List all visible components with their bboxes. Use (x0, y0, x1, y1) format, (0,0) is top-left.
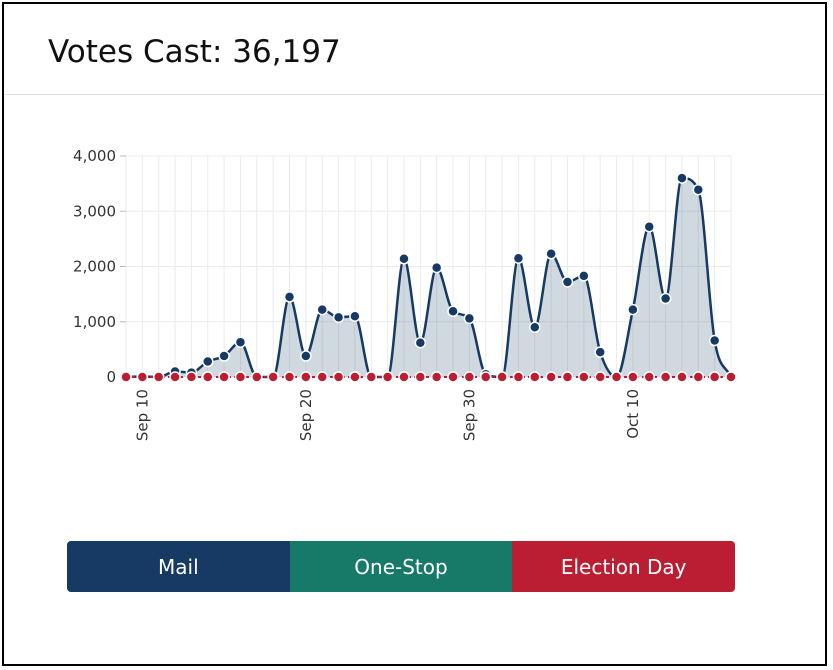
votes-chart: 0 1,000 2,000 3,000 4,000 Sep 10 Sep 20 Sep 30… (73, 147, 737, 441)
election-day-point (659, 371, 672, 383)
x-tick-label: Sep 20 (297, 389, 315, 441)
election-day-point (169, 371, 181, 383)
y-tick-label: 2,000 (73, 258, 116, 276)
mail-point (447, 305, 459, 318)
election-day-point (365, 371, 378, 383)
election-day-point (234, 371, 247, 383)
election-day-point (594, 371, 606, 383)
mail-point (529, 321, 541, 334)
election-day-point (463, 371, 476, 383)
mail-point (545, 248, 557, 260)
election-day-point (545, 371, 557, 383)
election-day-point (496, 371, 508, 383)
y-tick-label: 4,000 (73, 147, 116, 165)
one-stop-button[interactable]: One-Stop (289, 541, 513, 592)
election-day-point (381, 371, 394, 383)
election-day-point (349, 371, 361, 383)
mail-point (234, 336, 247, 348)
mail-button[interactable]: Mail (67, 541, 290, 592)
mail-point (349, 310, 361, 322)
mail-point (692, 183, 705, 196)
mail-area (126, 178, 731, 377)
election-day-point (479, 371, 492, 383)
election-day-point (676, 371, 688, 383)
election-day-point (578, 371, 590, 383)
election-day-button[interactable]: Election Day (512, 541, 735, 592)
mail-point (659, 292, 672, 305)
mail-point (316, 303, 328, 316)
election-day-point (332, 371, 345, 383)
mail-point (283, 291, 296, 303)
election-day-point (561, 371, 574, 383)
mail-point (300, 350, 312, 362)
mail-point (414, 336, 427, 349)
election-day-point (643, 371, 655, 383)
mail-point (561, 276, 574, 288)
election-day-point (136, 371, 149, 383)
series-toggle-group: Mail One-Stop Election Day (67, 541, 735, 592)
election-day-point (120, 371, 132, 383)
mail-point (708, 334, 721, 347)
mail-point (398, 253, 410, 265)
mail-point (643, 220, 655, 233)
y-tick-label: 1,000 (73, 313, 116, 331)
election-day-point (152, 371, 165, 383)
election-day-point (725, 371, 737, 383)
y-tick-label: 0 (106, 368, 116, 386)
page-title: Votes Cast: 36,197 (48, 34, 341, 70)
election-day-point (218, 371, 230, 383)
x-tick-label: Oct 10 (624, 389, 642, 439)
election-day-point (300, 371, 312, 383)
election-day-point (398, 371, 410, 383)
election-day-point (627, 371, 639, 383)
election-day-point (202, 371, 214, 383)
x-tick-label: Sep 10 (133, 389, 151, 441)
mail-point (430, 261, 443, 274)
mail-point (218, 350, 230, 362)
election-day-point (512, 371, 525, 383)
mail-point (463, 312, 476, 325)
mail-point (676, 172, 688, 184)
election-day-point (529, 371, 541, 383)
header: Votes Cast: 36,197 (4, 4, 825, 95)
election-day-point (692, 371, 705, 383)
x-tick-label: Sep 30 (460, 389, 478, 441)
y-tick-label: 3,000 (73, 202, 116, 220)
election-day-point (251, 371, 263, 383)
election-day-point (430, 371, 443, 383)
x-axis: Sep 10 Sep 20 Sep 30 Oct 10 (133, 377, 642, 441)
election-day-point (185, 371, 198, 383)
election-day-point (316, 371, 328, 383)
election-day-point (708, 371, 721, 383)
mail-point (627, 303, 639, 316)
y-axis: 0 1,000 2,000 3,000 4,000 (73, 147, 126, 386)
mail-point (578, 270, 590, 282)
mail-point (202, 355, 214, 368)
election-day-point (610, 371, 623, 383)
mail-point (594, 346, 606, 358)
mail-point (512, 252, 525, 264)
election-day-point (283, 371, 296, 383)
election-day-point (267, 371, 279, 383)
mail-point (332, 311, 345, 324)
chart-series (120, 172, 737, 383)
election-day-point (414, 371, 427, 383)
election-day-point (447, 371, 459, 383)
